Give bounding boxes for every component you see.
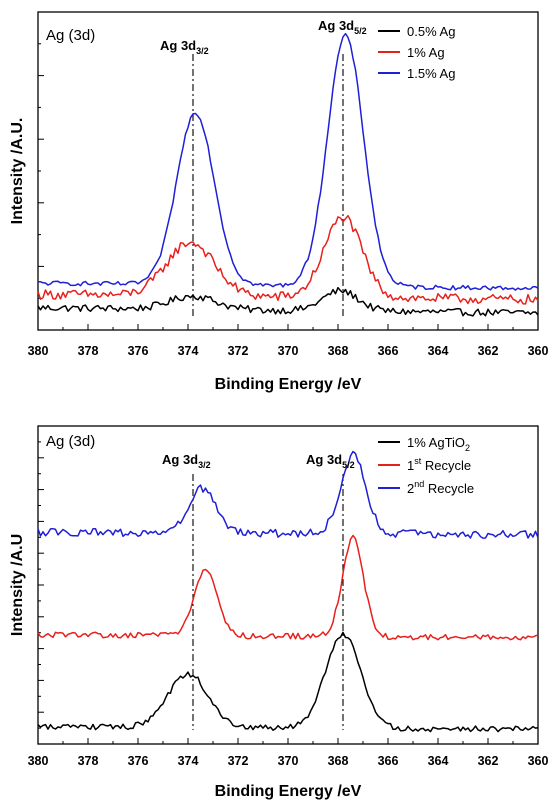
- x-tick-label: 374: [178, 344, 199, 358]
- legend-text-sup: st: [414, 456, 422, 466]
- x-tick-label: 378: [78, 754, 99, 768]
- x-tick-label: 380: [28, 344, 49, 358]
- x-tick-label: 372: [228, 754, 249, 768]
- x-axis-ticks: 380 378 376 374 372 370 368 366 364 362 360: [28, 738, 549, 768]
- y-axis-ticks: [38, 441, 44, 729]
- x-tick-label: 370: [278, 344, 299, 358]
- x-tick-label: 374: [178, 754, 199, 768]
- legend-text-main: 1: [407, 458, 414, 473]
- x-tick-label: 366: [378, 754, 399, 768]
- plot-frame: [37, 425, 539, 745]
- x-tick-label: 368: [328, 344, 349, 358]
- x-tick-label: 368: [328, 754, 349, 768]
- panel-bottom: 380 378 376 374 372 370 368 366 364 362 360 Ag (3d…: [9, 425, 549, 800]
- panel-label: Ag (3d): [46, 27, 95, 44]
- y-axis-title: Intensity /A.U.: [9, 118, 26, 225]
- x-tick-label: 370: [278, 754, 299, 768]
- x-axis-ticks: 380 378 376 374 372 370 368 366 364 362 360: [28, 324, 549, 358]
- series-line-2: [37, 450, 539, 539]
- series-line-1: [37, 214, 539, 305]
- legend: 1% AgTiO2 1st Recycle 2nd Recycle: [378, 435, 474, 496]
- x-axis-title: Binding Energy /eV: [215, 783, 362, 800]
- legend-label-2: 2nd Recycle: [407, 479, 474, 496]
- peak-label-sub: 5/2: [342, 460, 355, 470]
- legend-text-rest: Recycle: [424, 481, 474, 496]
- peak-label-3d52: Ag 3d5/2: [318, 18, 367, 36]
- x-tick-label: 362: [478, 754, 499, 768]
- panel-top: 380 378 376 374 372 370 368 366 364 362 360 Ag (3d…: [9, 11, 549, 393]
- peak-label-3d52: Ag 3d5/2: [306, 452, 355, 470]
- legend-label-0: 1% AgTiO2: [407, 435, 470, 453]
- series-lines: [37, 450, 539, 733]
- x-tick-label: 362: [478, 344, 499, 358]
- plot-frame: [37, 11, 539, 331]
- peak-label-main: Ag 3d: [160, 38, 196, 53]
- legend-text-main: 1% AgTiO: [407, 435, 465, 450]
- panel-label: Ag (3d): [46, 433, 95, 450]
- peak-label-sub: 5/2: [354, 26, 367, 36]
- legend-label-1: 1st Recycle: [407, 456, 471, 473]
- peak-label-3d32: Ag 3d3/2: [162, 452, 211, 470]
- peak-label-main: Ag 3d: [162, 452, 198, 467]
- peak-label-main: Ag 3d: [306, 452, 342, 467]
- x-tick-label: 380: [28, 754, 49, 768]
- legend-label-2: 1.5% Ag: [407, 66, 455, 81]
- x-tick-label: 364: [428, 344, 449, 358]
- legend-text-sub: 2: [465, 443, 470, 453]
- peak-label-3d32: Ag 3d3/2: [160, 38, 209, 56]
- x-tick-label: 376: [128, 754, 149, 768]
- peak-label-sub: 3/2: [196, 46, 209, 56]
- legend-label-0: 0.5% Ag: [407, 24, 455, 39]
- peak-markers: [192, 54, 344, 316]
- peak-label-sub: 3/2: [198, 460, 211, 470]
- series-lines: [37, 32, 539, 317]
- x-tick-label: 378: [78, 344, 99, 358]
- peak-markers: [192, 474, 344, 730]
- legend-text-sup: nd: [414, 479, 424, 489]
- y-axis-title: Intensity /A.U: [9, 534, 26, 636]
- peak-label-main: Ag 3d: [318, 18, 354, 33]
- series-line-0: [37, 631, 539, 733]
- x-tick-label: 372: [228, 344, 249, 358]
- x-tick-label: 360: [528, 754, 549, 768]
- x-axis-title: Binding Energy /eV: [215, 376, 362, 393]
- legend-label-1: 1% Ag: [407, 45, 445, 60]
- series-line-2: [37, 32, 539, 291]
- legend-text-main: 2: [407, 481, 414, 496]
- series-line-1: [37, 534, 539, 641]
- x-tick-label: 364: [428, 754, 449, 768]
- x-tick-label: 376: [128, 344, 149, 358]
- x-tick-label: 360: [528, 344, 549, 358]
- y-axis-ticks: [38, 43, 44, 299]
- x-tick-label: 366: [378, 344, 399, 358]
- legend: 0.5% Ag 1% Ag 1.5% Ag: [378, 24, 455, 81]
- series-line-0: [37, 286, 539, 317]
- legend-text-rest: Recycle: [421, 458, 471, 473]
